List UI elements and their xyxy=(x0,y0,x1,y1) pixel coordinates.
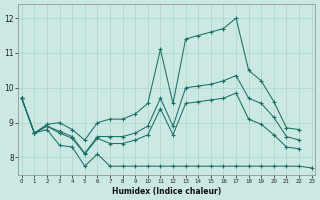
X-axis label: Humidex (Indice chaleur): Humidex (Indice chaleur) xyxy=(112,187,221,196)
